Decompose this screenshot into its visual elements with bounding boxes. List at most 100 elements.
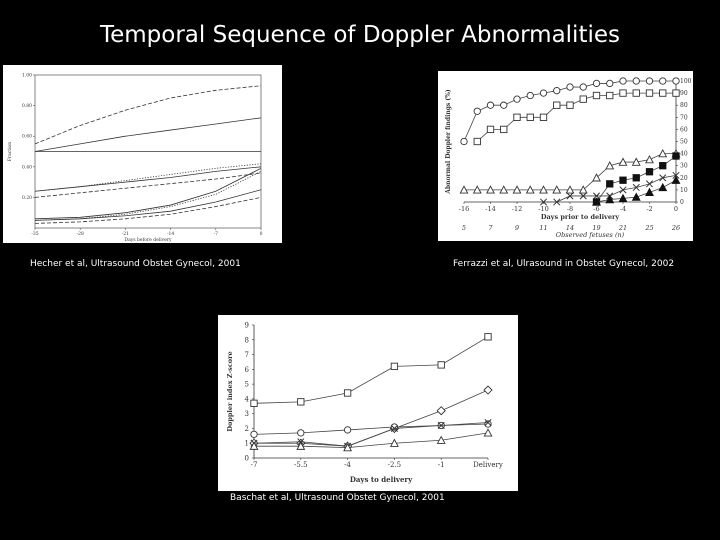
y-tick-label: 100 [680, 78, 692, 85]
y-tick-label: 0.20 [22, 195, 32, 201]
x-tick-label: 0 [260, 231, 263, 237]
x-tick-label: -6 [593, 205, 599, 213]
data-point [605, 161, 615, 170]
data-point [645, 187, 654, 196]
x-tick-label: -2 [646, 205, 652, 213]
x2-tick-label: 14 [566, 224, 574, 232]
ferrazzi-chart-panel: 0 10 20 30 40 50 60 70 80 90 100 -16 -14 -12 -10 -8 -6 -4… [438, 71, 693, 241]
series-line [476, 92, 676, 142]
data-point [619, 186, 627, 194]
y-tick-label: 20 [680, 175, 688, 182]
series-line [253, 422, 489, 447]
data-point [672, 77, 680, 85]
data-point [343, 443, 353, 452]
x2-tick-label: 7 [488, 224, 493, 232]
data-point [483, 385, 493, 395]
data-point [513, 113, 521, 121]
x-axis-label: Days prior to delivery [541, 213, 620, 221]
data-point [512, 185, 522, 194]
series-line [34, 189, 262, 221]
data-point [632, 183, 640, 192]
data-point [484, 418, 492, 427]
data-point [658, 148, 668, 158]
y-tick-label: 1.00 [22, 73, 32, 79]
y-tick-label: 0 [680, 199, 684, 206]
data-point [553, 198, 561, 206]
data-point [297, 429, 305, 437]
x2-tick-label: 19 [592, 224, 600, 232]
x-tick-label: -4 [620, 205, 626, 213]
x-tick-label: -35 [31, 231, 38, 237]
series-line [254, 432, 489, 449]
data-point [473, 137, 481, 146]
data-point [436, 435, 446, 444]
y-tick-label: 0 [245, 455, 249, 463]
x2-tick-label: 26 [671, 224, 680, 232]
data-point [437, 361, 445, 369]
data-point [592, 197, 601, 206]
y-tick-label: 8 [245, 336, 249, 344]
y-tick-label: 40 [680, 151, 688, 158]
hecher-chart-panel: 0.20 0.40 0.60 0.80 1.00 -35 -28 -21 -14 -7 0 Days … [3, 65, 282, 243]
data-point [539, 113, 548, 121]
data-point [483, 428, 493, 437]
series-line [464, 153, 676, 191]
data-point [592, 91, 601, 100]
y-tick-label: 9 [245, 322, 249, 330]
data-point [592, 192, 601, 200]
y-tick-label: 10 [680, 187, 688, 194]
data-point [249, 441, 259, 450]
x-tick-label: -1 [438, 461, 445, 469]
data-point [631, 157, 641, 166]
data-point [460, 137, 468, 146]
data-point [645, 77, 654, 85]
data-point [553, 87, 561, 95]
series-line [34, 85, 262, 145]
data-point [343, 426, 352, 434]
x2-tick-label: 5 [462, 224, 466, 232]
data-point [566, 83, 574, 91]
data-point [390, 362, 399, 371]
data-point [250, 399, 258, 407]
data-point [619, 77, 627, 85]
data-point [473, 107, 481, 115]
y-tick-label: 80 [680, 102, 688, 109]
x-tick-label: -7 [214, 231, 219, 237]
data-point [539, 89, 548, 97]
data-point [619, 89, 627, 97]
x-tick-label: Delivery [473, 461, 503, 469]
data-point [565, 185, 575, 194]
data-point [437, 421, 445, 430]
data-point [631, 192, 641, 201]
y-tick-label: 0.40 [22, 164, 32, 170]
data-point [436, 406, 446, 416]
data-point [552, 185, 562, 194]
x-tick-label: -2.5 [388, 461, 402, 469]
data-point [659, 174, 667, 182]
data-point [500, 101, 508, 109]
data-point [671, 175, 681, 184]
slide-title: Temporal Sequence of Doppler Abnormaliti… [99, 22, 620, 48]
series-line [254, 389, 489, 447]
data-point [250, 430, 258, 439]
x2-tick-label: 11 [539, 224, 547, 232]
data-point [484, 333, 492, 341]
hecher-chart: 0.20 0.40 0.60 0.80 1.00 -35 -28 -21 -14 -7 0 Days … [7, 73, 263, 244]
x2-tick-label: 25 [644, 224, 653, 232]
x-tick-label: -8 [567, 205, 573, 213]
x-tick-label: -14 [167, 231, 174, 237]
y-tick-label: 5 [245, 381, 249, 389]
data-point [486, 185, 495, 194]
series-line [34, 171, 262, 221]
data-point [606, 180, 614, 188]
y-tick-label: 2 [245, 425, 249, 433]
series-line [253, 336, 489, 404]
data-point [499, 185, 509, 194]
x-tick-label: 0 [674, 205, 678, 213]
y-axis-label: Abnormal Doppler findings (%) [445, 89, 452, 195]
y-tick-label: 1 [245, 440, 249, 448]
data-point [539, 185, 548, 194]
y-tick-label: 0.80 [22, 103, 32, 109]
data-point [632, 77, 640, 85]
